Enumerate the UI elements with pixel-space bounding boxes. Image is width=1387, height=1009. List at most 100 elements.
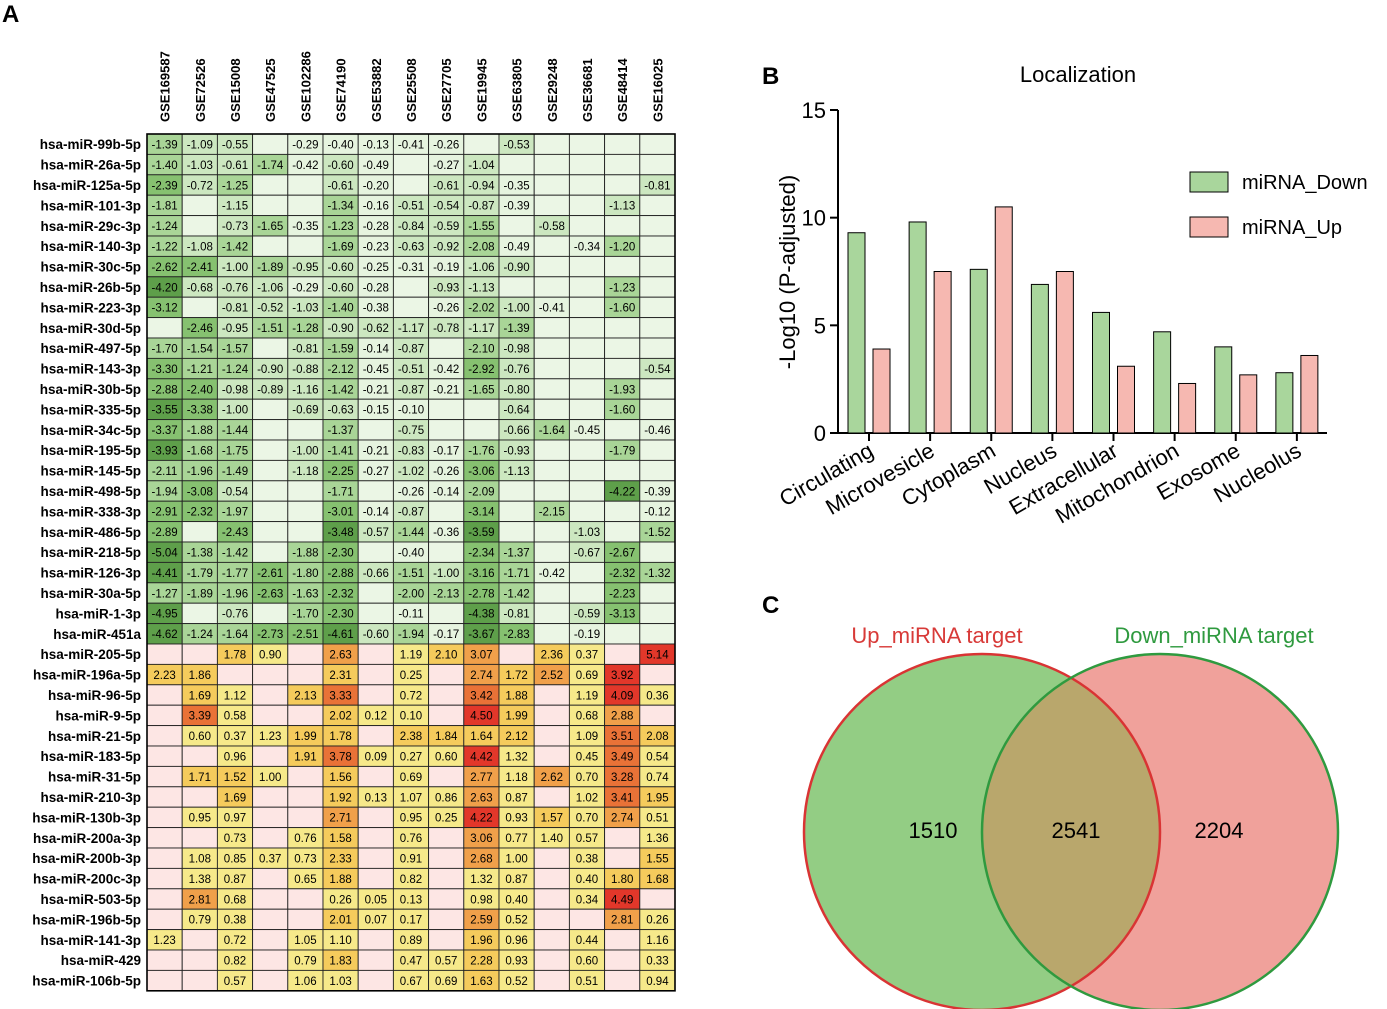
heatmap-cell: [604, 215, 641, 237]
heatmap-cell-value: 0.40: [576, 874, 598, 886]
heatmap-row-label: hsa-miR-183-5p: [40, 749, 141, 764]
heatmap-cell-value: 1.58: [329, 833, 351, 845]
heatmap-cell-value: -1.54: [187, 344, 214, 356]
heatmap-cell: [428, 541, 465, 563]
heatmap-cell-value: -1.71: [503, 568, 529, 580]
heatmap-cell: [604, 419, 641, 441]
heatmap-cell-value: -0.26: [433, 303, 459, 315]
heatmap-cell-value: 0.51: [646, 813, 668, 825]
heatmap-cell: [568, 174, 606, 196]
heatmap-cell-value: -2.51: [292, 629, 318, 641]
heatmap-cell-value: -3.01: [327, 507, 353, 519]
heatmap-cell-value: 0.57: [224, 976, 246, 988]
heatmap-cell: [252, 704, 289, 727]
heatmap-cell-value: 0.37: [576, 650, 598, 662]
heatmap-cell-value: -1.03: [187, 160, 213, 172]
heatmap-cell-value: 1.38: [189, 874, 211, 886]
heatmap-cell-value: -2.08: [468, 242, 494, 254]
heatmap-cell-value: 4.49: [611, 894, 633, 906]
heatmap-cell-value: -0.17: [433, 446, 459, 458]
heatmap-cell-value: 1.92: [329, 792, 351, 804]
heatmap-row-label: hsa-miR-26b-5p: [40, 280, 141, 295]
heatmap-cell: [287, 888, 324, 910]
heatmap-cell-value: 0.07: [365, 915, 387, 927]
heatmap-cell-value: -1.00: [222, 405, 248, 417]
heatmap-cell-value: -1.42: [503, 588, 529, 600]
heatmap-row-label: hsa-miR-200c-3p: [33, 872, 141, 887]
bar-miRNA-up: [1117, 365, 1135, 434]
heatmap-cell-value: -1.97: [222, 507, 248, 519]
heatmap-cell-value: 0.44: [576, 935, 599, 947]
heatmap-cell: [639, 255, 676, 278]
heatmap-row-label: hsa-miR-30a-5p: [40, 586, 141, 601]
heatmap-cell-value: 1.88: [329, 874, 351, 886]
heatmap-cell: [252, 541, 289, 563]
heatmap-cell: [498, 521, 535, 543]
heatmap-cell: [428, 765, 465, 788]
heatmap-cell-value: 0.97: [224, 813, 246, 825]
heatmap-cell-value: -0.81: [222, 303, 248, 315]
heatmap-cell: [146, 745, 183, 767]
heatmap-cell: [533, 521, 570, 543]
heatmap-cell-value: -0.60: [327, 282, 353, 294]
heatmap-cell-value: 0.93: [505, 956, 527, 968]
heatmap-cell-value: 0.91: [400, 854, 422, 866]
venn-left-only-count: 1510: [909, 818, 958, 843]
heatmap-row-label: hsa-miR-96-5p: [48, 688, 141, 703]
heatmap-cell-value: -1.13: [468, 282, 494, 294]
heatmap-cell-value: 0.10: [400, 711, 422, 723]
heatmap-cell-value: -3.06: [468, 466, 494, 478]
heatmap-cell-value: -1.96: [222, 588, 248, 600]
heatmap-cell-value: -0.61: [433, 180, 459, 192]
heatmap-cell: [287, 643, 324, 665]
heatmap-cell-value: -1.38: [187, 548, 213, 560]
heatmap-cell: [252, 969, 289, 992]
heatmap-cell-value: -0.29: [292, 282, 318, 294]
heatmap-cell-value: -2.61: [257, 568, 283, 580]
heatmap-cell-value: -1.51: [257, 323, 283, 335]
heatmap-cell-value: 0.13: [400, 894, 422, 906]
heatmap-cell: [428, 929, 465, 951]
heatmap-cell-value: -1.49: [222, 466, 248, 478]
heatmap-cell: [357, 806, 394, 829]
heatmap-cell-value: -0.28: [363, 221, 389, 233]
heatmap-column-label: GSE19945: [474, 58, 489, 122]
heatmap-cell: [639, 153, 676, 176]
heatmap-cell-value: 2.28: [470, 956, 492, 968]
heatmap-cell-value: -1.15: [222, 201, 248, 213]
heatmap-cell-value: 1.57: [541, 813, 563, 825]
heatmap-cell-value: -2.43: [222, 527, 248, 539]
heatmap-cell-value: -0.54: [433, 201, 460, 213]
venn-diagram: Up_miRNA target Down_miRNA target 1510 2…: [802, 623, 1340, 1009]
bar-chart-y-tick-label: 15: [802, 98, 826, 123]
heatmap-cell: [604, 969, 641, 992]
heatmap-cell-value: -1.00: [503, 303, 529, 315]
heatmap-cell-value: -2.83: [503, 629, 529, 641]
bar-miRNA-up: [1178, 382, 1197, 434]
heatmap-row-label: hsa-miR-498-5p: [40, 484, 141, 499]
heatmap-cell: [568, 255, 606, 278]
heatmap-cell-value: 0.85: [224, 854, 246, 866]
heatmap-cell: [498, 480, 535, 502]
heatmap-cell: [639, 378, 676, 400]
heatmap-cell: [252, 500, 289, 523]
venn-right-only-count: 2204: [1195, 818, 1244, 843]
heatmap-cell: [428, 827, 465, 849]
bar-miRNA-up: [994, 206, 1013, 434]
heatmap-cell-value: 0.13: [365, 792, 387, 804]
heatmap-cell-value: 3.42: [470, 690, 492, 702]
heatmap-cell-value: 1.56: [329, 772, 351, 784]
heatmap-cell: [604, 949, 641, 971]
bar-miRNA-down: [908, 221, 927, 434]
heatmap-cell-value: 0.37: [224, 731, 246, 743]
heatmap-cell-value: 3.92: [611, 670, 633, 682]
heatmap-cell-value: -0.90: [327, 323, 353, 335]
heatmap-cell-value: 1.72: [505, 670, 527, 682]
heatmap-row-label: hsa-miR-196a-5p: [33, 668, 141, 683]
heatmap-cell-value: -0.16: [363, 201, 389, 213]
heatmap-cell: [357, 949, 394, 971]
heatmap-cell: [639, 663, 676, 686]
bar-miRNA-down: [847, 232, 866, 434]
heatmap-cell-value: -1.00: [292, 446, 318, 458]
